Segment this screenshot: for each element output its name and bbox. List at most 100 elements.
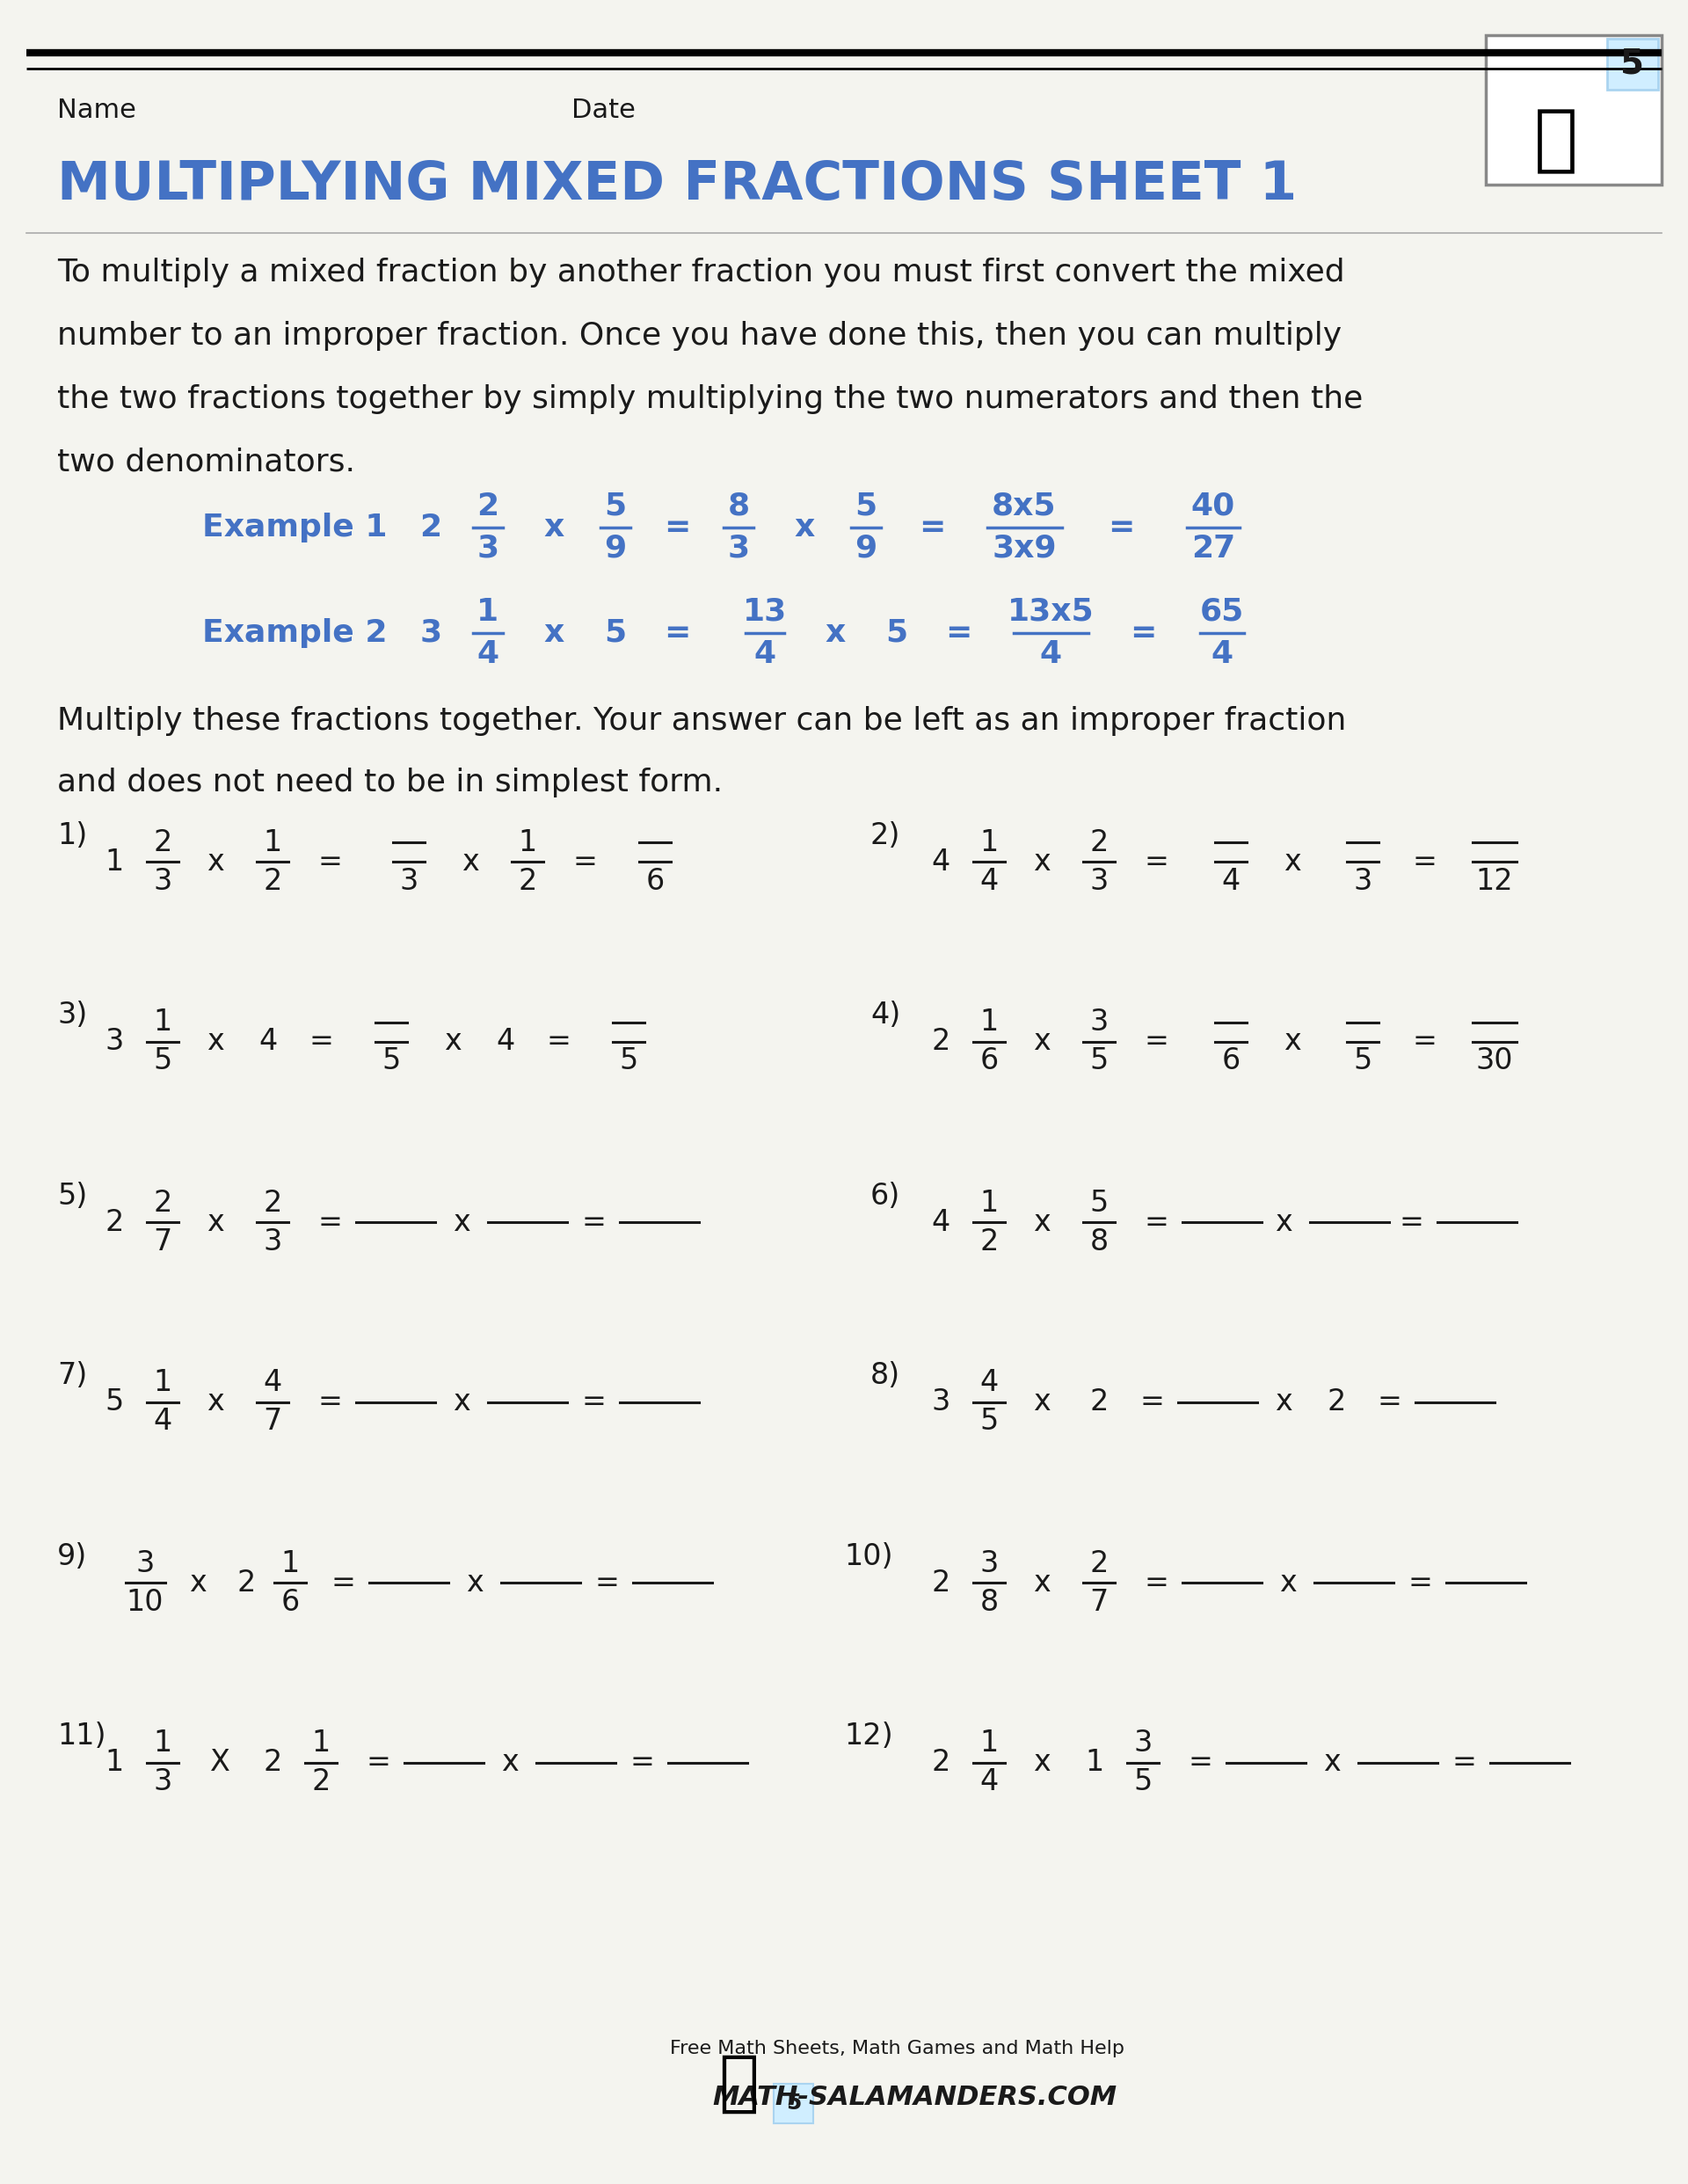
Text: 🐆: 🐆 bbox=[719, 2051, 758, 2116]
Text: x: x bbox=[1033, 1749, 1050, 1778]
Text: x: x bbox=[1033, 847, 1050, 876]
Text: 2: 2 bbox=[154, 1188, 172, 1216]
Text: x: x bbox=[206, 847, 225, 876]
Text: 1: 1 bbox=[154, 1730, 172, 1758]
Text: 3x9: 3x9 bbox=[993, 533, 1057, 563]
Text: 6): 6) bbox=[871, 1182, 900, 1210]
Text: 1: 1 bbox=[154, 1369, 172, 1398]
Bar bbox=[1607, 39, 1658, 90]
Text: 7): 7) bbox=[57, 1361, 88, 1391]
Text: 1: 1 bbox=[312, 1730, 331, 1758]
Text: =: = bbox=[1144, 1026, 1168, 1057]
Text: two denominators.: two denominators. bbox=[57, 448, 354, 478]
Text: =: = bbox=[1452, 1749, 1475, 1778]
Text: 4: 4 bbox=[154, 1406, 172, 1437]
Text: 5: 5 bbox=[886, 618, 908, 649]
Text: X: X bbox=[209, 1749, 230, 1778]
Text: 2: 2 bbox=[420, 513, 442, 542]
Text: 1: 1 bbox=[154, 1009, 172, 1037]
Text: 4: 4 bbox=[478, 640, 500, 668]
Text: x: x bbox=[463, 847, 479, 876]
Text: 2: 2 bbox=[932, 1026, 950, 1057]
Text: 12): 12) bbox=[844, 1721, 893, 1752]
Text: 4: 4 bbox=[755, 640, 776, 668]
Text: 2: 2 bbox=[263, 867, 282, 895]
Text: 8: 8 bbox=[1090, 1227, 1109, 1256]
Text: x: x bbox=[452, 1387, 471, 1417]
Text: 3: 3 bbox=[400, 867, 419, 895]
Text: 6: 6 bbox=[280, 1588, 299, 1616]
Text: 6: 6 bbox=[1222, 1046, 1241, 1077]
Text: 3: 3 bbox=[1354, 867, 1372, 895]
Text: =: = bbox=[1144, 1208, 1168, 1236]
Text: x: x bbox=[1280, 1568, 1296, 1597]
Text: 11): 11) bbox=[57, 1721, 106, 1752]
Text: 4: 4 bbox=[1222, 867, 1241, 895]
Text: Example 1: Example 1 bbox=[203, 513, 387, 542]
Text: x: x bbox=[501, 1749, 518, 1778]
Text: 8x5: 8x5 bbox=[993, 491, 1057, 522]
Text: 3: 3 bbox=[478, 533, 500, 563]
Text: 4: 4 bbox=[932, 1208, 950, 1236]
Text: 4: 4 bbox=[496, 1026, 515, 1057]
Text: 1: 1 bbox=[979, 1009, 998, 1037]
Text: 1: 1 bbox=[105, 847, 123, 876]
Text: 3: 3 bbox=[932, 1387, 950, 1417]
Text: 30: 30 bbox=[1475, 1046, 1512, 1077]
Text: 13x5: 13x5 bbox=[1008, 596, 1094, 627]
Text: =: = bbox=[1408, 1568, 1431, 1597]
Text: =: = bbox=[331, 1568, 354, 1597]
Text: 2: 2 bbox=[478, 491, 500, 522]
Text: 40: 40 bbox=[1192, 491, 1236, 522]
Text: 2: 2 bbox=[1089, 828, 1109, 856]
Text: x: x bbox=[466, 1568, 483, 1597]
Text: =: = bbox=[1399, 1208, 1423, 1236]
Text: =: = bbox=[366, 1749, 390, 1778]
Text: =: = bbox=[663, 618, 690, 649]
Text: 3: 3 bbox=[263, 1227, 282, 1256]
Text: x: x bbox=[444, 1026, 461, 1057]
Text: Multiply these fractions together. Your answer can be left as an improper fracti: Multiply these fractions together. Your … bbox=[57, 705, 1347, 736]
Text: 9: 9 bbox=[854, 533, 878, 563]
Text: =: = bbox=[1411, 1026, 1436, 1057]
Text: =: = bbox=[945, 618, 972, 649]
Text: 1: 1 bbox=[518, 828, 537, 856]
Text: 4: 4 bbox=[1210, 640, 1234, 668]
Text: x: x bbox=[1283, 1026, 1301, 1057]
Text: 3: 3 bbox=[979, 1548, 998, 1577]
Text: x: x bbox=[206, 1208, 225, 1236]
Text: 5: 5 bbox=[1090, 1046, 1109, 1077]
Text: x: x bbox=[1033, 1026, 1050, 1057]
Text: 9: 9 bbox=[604, 533, 626, 563]
Text: x: x bbox=[795, 513, 815, 542]
Text: 4: 4 bbox=[1040, 640, 1062, 668]
Text: 1: 1 bbox=[478, 596, 500, 627]
Text: 1: 1 bbox=[263, 828, 282, 856]
Text: =: = bbox=[317, 1387, 343, 1417]
Text: 5: 5 bbox=[1090, 1188, 1109, 1216]
Text: and does not need to be in simplest form.: and does not need to be in simplest form… bbox=[57, 767, 722, 797]
Text: 27: 27 bbox=[1192, 533, 1236, 563]
Text: 10): 10) bbox=[844, 1542, 893, 1570]
Text: 65: 65 bbox=[1200, 596, 1244, 627]
Text: =: = bbox=[317, 847, 343, 876]
Text: =: = bbox=[317, 1208, 343, 1236]
Text: =: = bbox=[630, 1749, 653, 1778]
Text: 2: 2 bbox=[1327, 1387, 1345, 1417]
Text: =: = bbox=[1139, 1387, 1165, 1417]
Bar bbox=[1485, 35, 1661, 186]
Text: 3: 3 bbox=[728, 533, 749, 563]
Text: 5: 5 bbox=[787, 2092, 802, 2114]
Text: 5: 5 bbox=[604, 618, 626, 649]
Text: 6: 6 bbox=[979, 1046, 998, 1077]
Text: 1: 1 bbox=[979, 1730, 998, 1758]
Text: 2: 2 bbox=[105, 1208, 123, 1236]
Text: 1): 1) bbox=[57, 821, 88, 850]
Text: 3: 3 bbox=[1090, 1009, 1109, 1037]
Text: 4: 4 bbox=[263, 1369, 282, 1398]
Text: 2): 2) bbox=[871, 821, 901, 850]
Text: =: = bbox=[572, 847, 598, 876]
Text: 4): 4) bbox=[871, 1000, 900, 1031]
Text: Free Math Sheets, Math Games and Math Help: Free Math Sheets, Math Games and Math He… bbox=[670, 2040, 1124, 2057]
Text: 2: 2 bbox=[1089, 1548, 1109, 1577]
